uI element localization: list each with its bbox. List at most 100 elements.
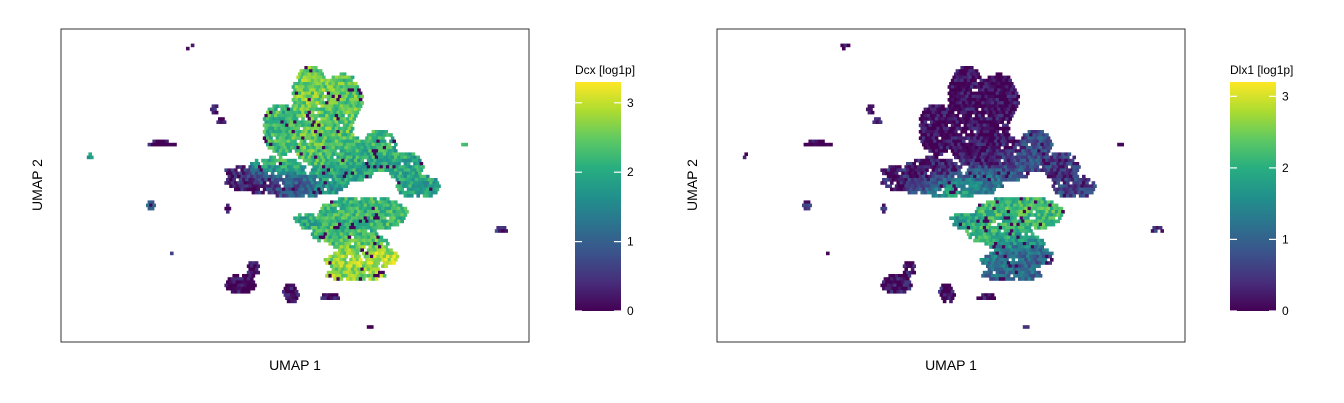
cell-point — [936, 158, 940, 163]
cell-point — [909, 174, 913, 179]
cell-point — [270, 190, 275, 195]
cell-point — [944, 283, 948, 288]
cell-point — [947, 136, 952, 140]
cell-point — [298, 162, 302, 166]
cell-point — [918, 162, 923, 166]
cell-point — [934, 162, 939, 166]
cell-point — [1054, 152, 1059, 156]
cell-point — [986, 206, 990, 211]
cell-point — [358, 98, 363, 102]
cell-point — [1074, 171, 1078, 176]
cell-point — [1013, 203, 1017, 208]
cell-point — [976, 110, 980, 115]
cell-point — [430, 184, 435, 188]
cell-point — [283, 293, 288, 297]
cell-point — [963, 226, 968, 230]
cell-point — [1010, 254, 1014, 259]
cell-point — [1058, 190, 1062, 195]
cell-point — [1011, 155, 1016, 160]
cell-point — [1003, 267, 1008, 272]
cell-point — [411, 152, 416, 156]
cell-point — [989, 85, 993, 89]
cell-point — [315, 139, 320, 144]
cell-point — [946, 286, 950, 291]
cell-point — [370, 216, 374, 220]
cell-point — [411, 184, 416, 188]
cell-point — [283, 126, 288, 131]
cell-point — [331, 261, 336, 265]
cell-point — [992, 142, 996, 147]
cell-point — [362, 264, 366, 268]
cell-point — [883, 277, 888, 281]
cell-point — [243, 290, 248, 294]
cell-point — [990, 261, 995, 265]
cell-point — [328, 229, 332, 233]
cell-point — [293, 216, 297, 220]
cell-point — [301, 226, 305, 230]
cell-point — [309, 126, 313, 131]
cell-point — [392, 158, 396, 163]
cell-point — [976, 168, 980, 172]
cell-point — [995, 213, 1000, 217]
cell-point — [502, 226, 507, 230]
cell-point — [973, 110, 977, 115]
cell-point — [1024, 149, 1028, 153]
cell-point — [230, 174, 235, 179]
cell-point — [1040, 142, 1044, 147]
cell-point — [304, 110, 308, 115]
cell-point — [1002, 142, 1006, 147]
cell-point — [386, 203, 390, 208]
cell-point — [906, 162, 910, 166]
cell-point — [376, 235, 380, 240]
cell-point — [885, 178, 889, 182]
cell-point — [314, 91, 318, 96]
cell-point — [256, 187, 260, 192]
cell-point — [264, 184, 268, 188]
cell-point — [1014, 270, 1019, 275]
cell-point — [347, 158, 352, 163]
cell-point — [277, 120, 281, 124]
cell-point — [352, 104, 356, 108]
cell-point — [1074, 184, 1078, 188]
cell-point — [378, 142, 382, 147]
cell-point — [362, 155, 366, 160]
cell-point — [970, 162, 974, 166]
cell-point — [989, 296, 993, 300]
cell-point — [888, 280, 892, 284]
cell-point — [1000, 114, 1004, 118]
cell-point — [342, 136, 347, 140]
cell-point — [358, 206, 363, 211]
cell-point — [1003, 82, 1008, 86]
cell-point — [968, 152, 972, 156]
cell-point — [1011, 213, 1016, 217]
cell-point — [277, 146, 281, 150]
cell-point — [979, 123, 984, 128]
cell-point — [318, 229, 323, 233]
cell-point — [358, 245, 363, 249]
cell-point — [1078, 194, 1083, 198]
cell-point — [941, 162, 945, 166]
cell-point — [1021, 155, 1025, 160]
cell-point — [427, 190, 432, 195]
cell-point — [1069, 187, 1073, 192]
cell-point — [942, 139, 947, 144]
cell-point — [390, 168, 395, 172]
cell-point — [338, 158, 342, 163]
cell-point — [979, 162, 984, 166]
cell-point — [282, 104, 286, 108]
cell-point — [1032, 133, 1036, 137]
cell-point — [390, 251, 395, 256]
cell-point — [402, 152, 406, 156]
cell-point — [381, 142, 385, 147]
cell-point — [146, 203, 150, 208]
cell-point — [997, 139, 1001, 144]
cell-point — [405, 158, 409, 163]
cell-point — [912, 181, 916, 185]
cell-point — [976, 142, 980, 147]
cell-point — [314, 98, 318, 102]
cell-point — [989, 270, 993, 275]
cell-point — [955, 94, 960, 99]
cell-point — [318, 120, 323, 124]
cell-point — [998, 72, 1003, 76]
cell-point — [1056, 162, 1060, 166]
